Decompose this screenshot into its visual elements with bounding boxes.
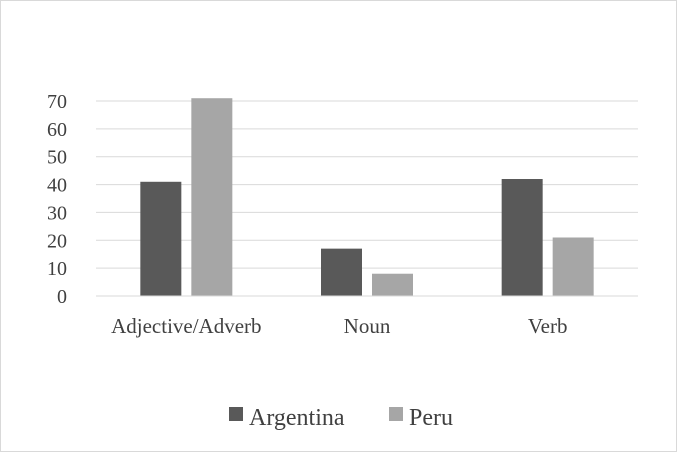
legend-swatch-argentina <box>229 407 243 421</box>
y-tick-label: 40 <box>47 175 67 197</box>
bar-argentina-0 <box>140 181 182 296</box>
y-tick-label: 60 <box>47 119 67 141</box>
legend-label-peru: Peru <box>409 405 453 431</box>
y-tick-label: 30 <box>47 202 67 224</box>
x-category-label: Noun <box>344 314 391 338</box>
bar-peru-1 <box>372 273 413 296</box>
y-tick-label: 70 <box>47 91 67 113</box>
x-axis-categories: Adjective/Adverb Noun Verb <box>111 314 567 338</box>
y-tick-label: 10 <box>47 258 67 280</box>
bar-peru-2 <box>552 237 594 296</box>
legend-label-argentina: Argentina <box>249 405 345 431</box>
legend: Argentina Peru <box>229 405 453 431</box>
bars <box>140 98 594 296</box>
y-tick-label: 20 <box>47 230 67 252</box>
bar-argentina-2 <box>501 179 543 296</box>
gridlines <box>96 100 638 269</box>
bar-peru-0 <box>191 98 233 296</box>
x-category-label: Verb <box>528 314 568 338</box>
y-tick-label: 0 <box>57 286 67 308</box>
bar-argentina-1 <box>321 248 362 296</box>
y-tick-label: 50 <box>47 147 67 169</box>
legend-swatch-peru <box>389 407 403 421</box>
x-category-label: Adjective/Adverb <box>111 314 261 338</box>
y-axis-ticks: 0 10 20 30 40 50 60 70 <box>47 91 67 308</box>
